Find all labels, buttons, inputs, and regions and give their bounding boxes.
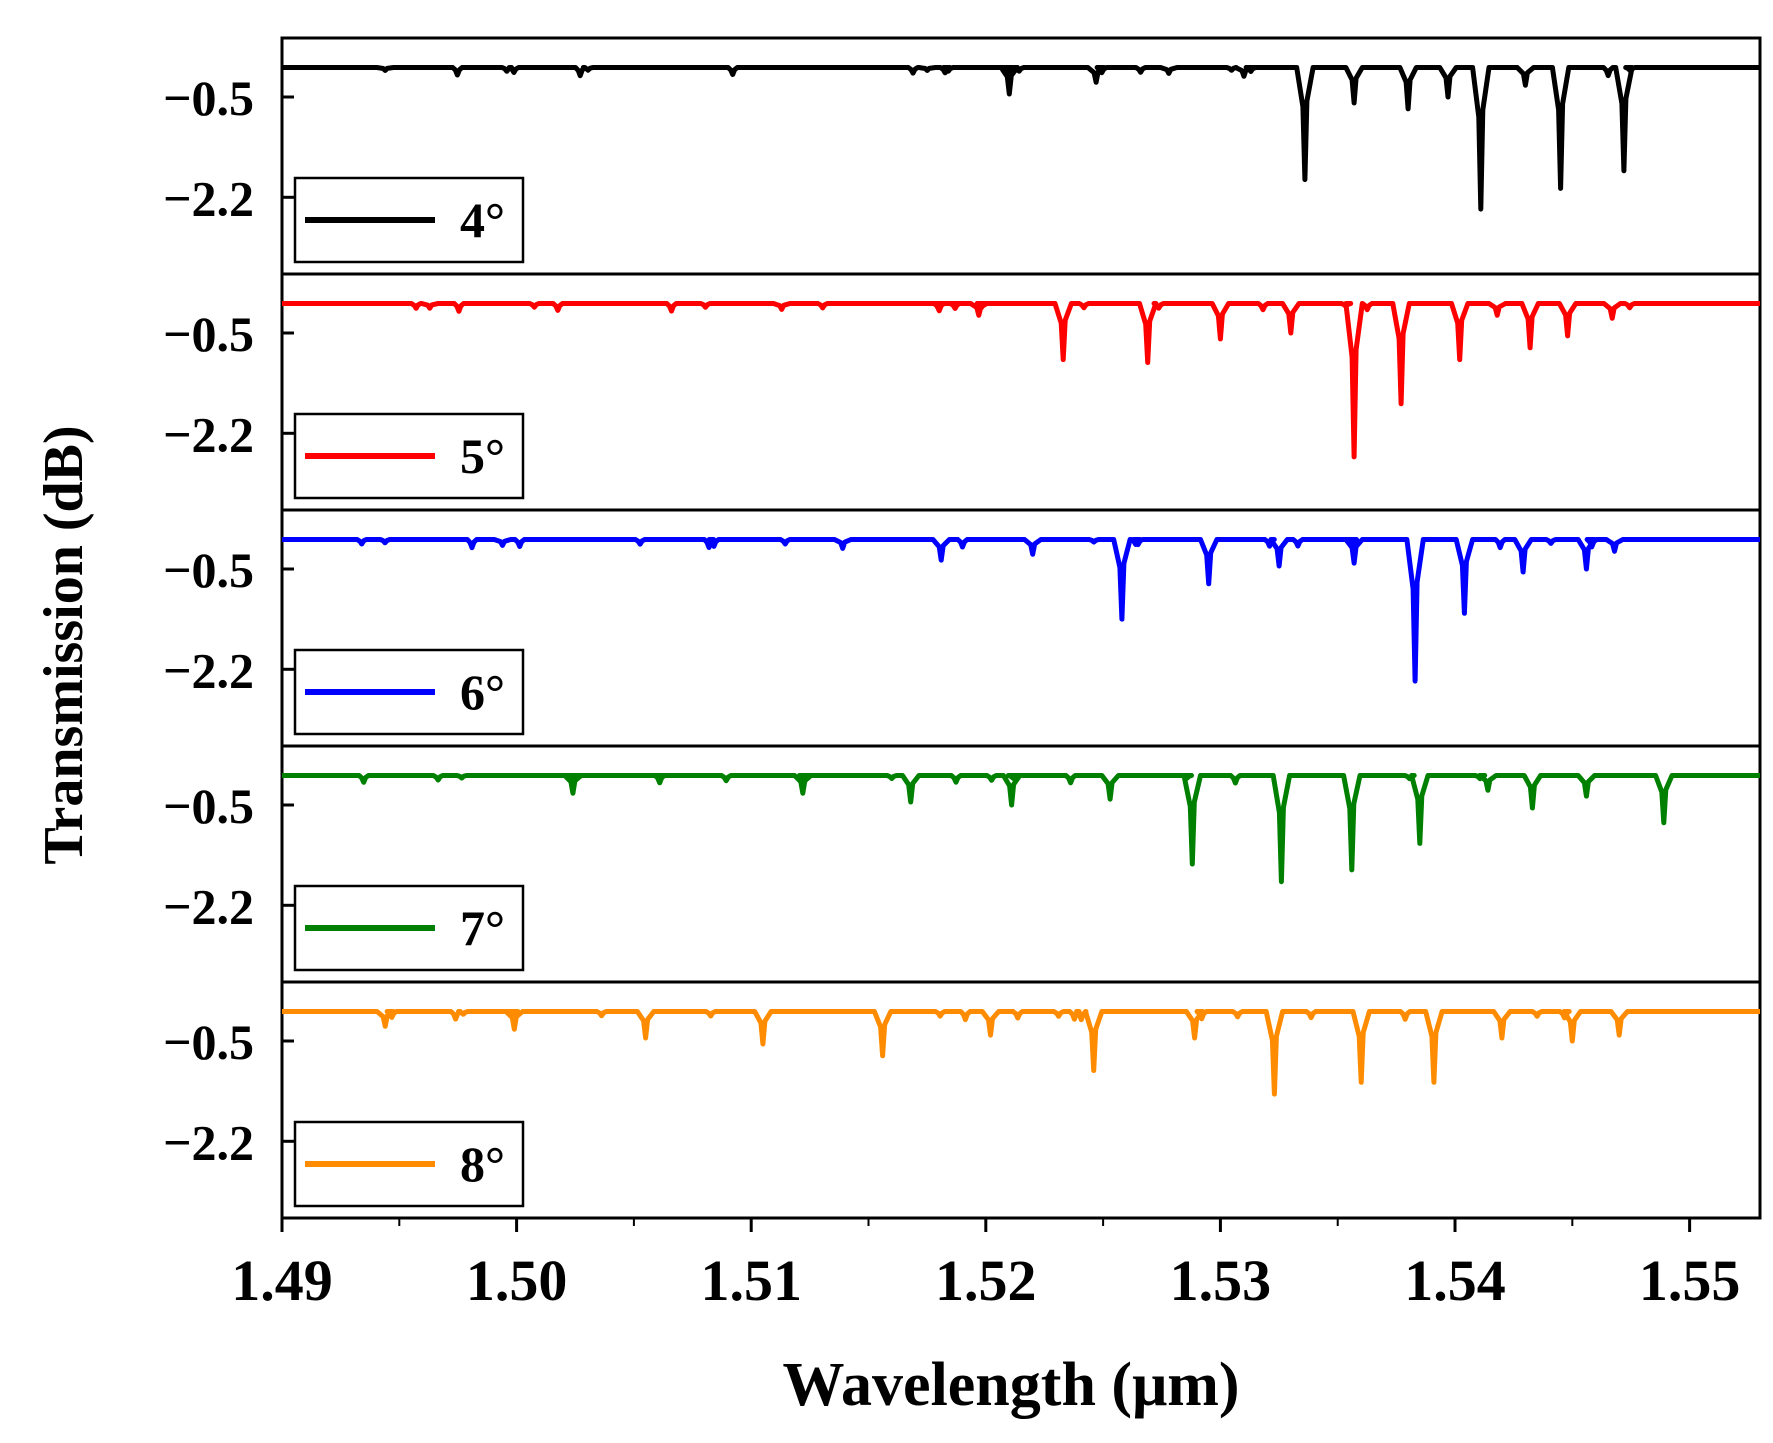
panel-1: −0.5 −2.2 4° — [163, 36, 1762, 276]
y-tick-label: −2.2 — [163, 170, 254, 226]
legend-1: 4° — [293, 176, 525, 264]
legend-label: 8° — [460, 1136, 505, 1192]
x-tick-label: 1.53 — [1170, 1248, 1272, 1313]
series-line-2 — [282, 301, 1760, 460]
series-line-4 — [282, 773, 1760, 885]
x-tick-label: 1.49 — [231, 1248, 333, 1313]
legend-label: 4° — [460, 192, 505, 248]
series-line-1 — [282, 65, 1760, 212]
y-tick-label: −0.5 — [163, 778, 254, 834]
legend-label: 7° — [460, 900, 505, 956]
legend-label: 6° — [460, 664, 505, 720]
x-axis-title: Wavelength (μm) — [782, 1351, 1239, 1419]
panel-frame — [280, 980, 1762, 1220]
x-tick-label: 1.52 — [935, 1248, 1037, 1313]
panel-5: −0.5 −2.2 8° — [163, 980, 1762, 1220]
x-tick-label: 1.55 — [1639, 1248, 1741, 1313]
y-tick-label: −2.2 — [163, 406, 254, 462]
y-tick-label: −0.5 — [163, 1014, 254, 1070]
series-line-5 — [282, 1009, 1760, 1097]
panel-3: −0.5 −2.2 6° — [163, 508, 1762, 748]
panel-4: −0.5 −2.2 7° — [163, 744, 1762, 984]
x-tick-label: 1.54 — [1404, 1248, 1506, 1313]
x-axis: 1.49 1.50 1.51 1.52 1.53 1.54 1.55 — [231, 1218, 1740, 1313]
y-tick-label: −0.5 — [163, 306, 254, 362]
y-tick-label: −2.2 — [163, 878, 254, 934]
x-tick-label: 1.51 — [700, 1248, 802, 1313]
y-axis-title: Transmission (dB) — [33, 425, 95, 864]
legend-5: 8° — [293, 1120, 525, 1208]
y-tick-label: −2.2 — [163, 642, 254, 698]
legend-2: 5° — [293, 412, 525, 500]
legend-3: 6° — [293, 648, 525, 736]
x-tick-label: 1.50 — [466, 1248, 568, 1313]
y-tick-label: −0.5 — [163, 542, 254, 598]
panels-group: −0.5 −2.2 4° −0.5 −2.2 5° −0.5 −2.2 6° −0.5 −2.2 7°… — [163, 36, 1762, 1220]
legend-frame — [293, 1120, 525, 1208]
y-tick-label: −0.5 — [163, 70, 254, 126]
series-line-3 — [282, 537, 1760, 684]
legend-label: 5° — [460, 428, 505, 484]
legend-4: 7° — [293, 884, 525, 972]
panel-2: −0.5 −2.2 5° — [163, 272, 1762, 512]
y-tick-label: −2.2 — [163, 1114, 254, 1170]
